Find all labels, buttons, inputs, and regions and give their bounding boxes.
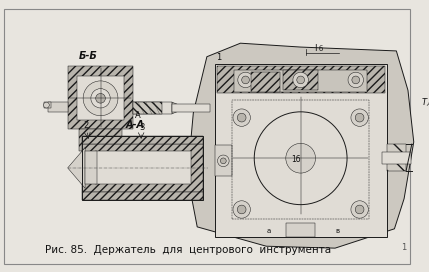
Bar	[43, 102, 51, 108]
Text: I: I	[314, 44, 317, 53]
Circle shape	[83, 81, 118, 116]
Circle shape	[221, 158, 226, 164]
Bar	[85, 152, 97, 184]
Circle shape	[351, 109, 369, 126]
Text: А-А: А-А	[126, 120, 145, 130]
Bar	[283, 70, 318, 89]
Circle shape	[352, 76, 360, 84]
Circle shape	[254, 112, 347, 205]
Polygon shape	[68, 148, 85, 188]
Bar	[232, 100, 369, 219]
Bar	[82, 144, 203, 192]
Circle shape	[286, 143, 315, 173]
Bar	[68, 66, 133, 129]
Text: 3: 3	[139, 123, 145, 132]
Circle shape	[355, 205, 364, 214]
Text: б: б	[318, 46, 323, 52]
Circle shape	[91, 89, 110, 108]
Bar	[95, 152, 191, 184]
Bar	[172, 104, 210, 112]
Text: 1: 1	[401, 243, 406, 252]
Circle shape	[238, 72, 253, 88]
Bar	[133, 102, 172, 114]
Circle shape	[43, 102, 49, 108]
Text: Б-Б: Б-Б	[79, 51, 98, 61]
Bar	[133, 102, 163, 114]
Bar	[234, 70, 367, 92]
Bar	[217, 66, 385, 94]
Text: a: a	[266, 228, 271, 234]
Bar	[214, 64, 387, 237]
Circle shape	[233, 201, 251, 218]
Bar	[82, 136, 203, 200]
Bar	[382, 152, 411, 164]
Polygon shape	[172, 102, 187, 114]
Bar	[48, 102, 68, 112]
Circle shape	[348, 72, 363, 88]
Circle shape	[293, 72, 308, 88]
Bar	[82, 136, 203, 144]
Polygon shape	[187, 43, 414, 248]
Circle shape	[96, 94, 106, 103]
Text: 2: 2	[83, 121, 88, 130]
Text: Рис. 85.  Держатель  для  центрового  инструмента: Рис. 85. Держатель для центрового инстру…	[45, 245, 332, 255]
Circle shape	[233, 109, 251, 126]
Text: A: A	[135, 111, 141, 120]
Bar	[387, 144, 406, 171]
Bar	[77, 76, 124, 120]
Circle shape	[355, 113, 364, 122]
Circle shape	[237, 205, 246, 214]
Bar	[79, 129, 122, 150]
Bar	[251, 72, 281, 92]
Text: 1б: 1б	[291, 155, 300, 164]
Text: в: в	[335, 228, 339, 234]
Circle shape	[218, 155, 229, 167]
Text: $T_A$: $T_A$	[420, 96, 429, 109]
Bar	[85, 141, 116, 150]
Text: 1: 1	[217, 52, 222, 62]
Circle shape	[297, 76, 305, 84]
Bar	[82, 192, 203, 200]
Bar	[286, 223, 315, 237]
Circle shape	[237, 113, 246, 122]
Bar	[214, 145, 232, 176]
Circle shape	[242, 76, 249, 84]
Circle shape	[351, 201, 369, 218]
